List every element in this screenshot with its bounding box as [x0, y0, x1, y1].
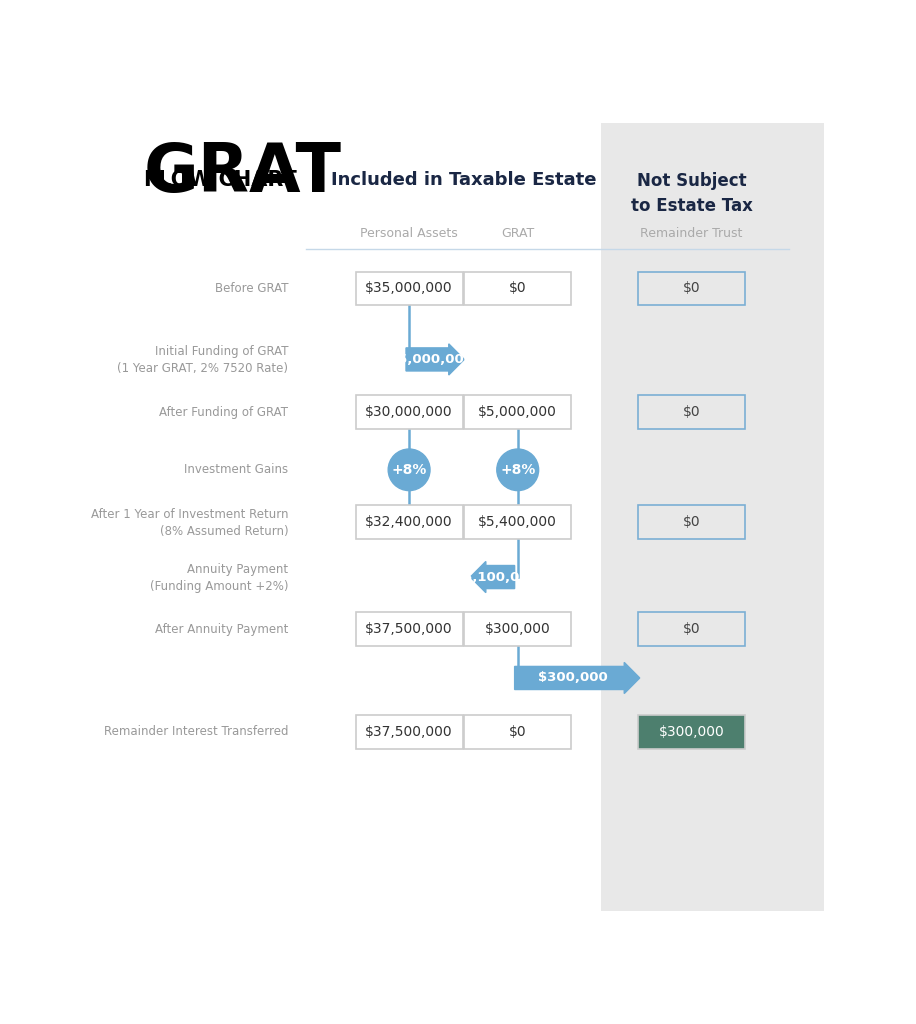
Text: $0: $0: [682, 623, 701, 636]
Bar: [638, 715, 745, 749]
Text: $30,000,000: $30,000,000: [365, 406, 453, 419]
Text: Personal Assets: Personal Assets: [360, 226, 458, 240]
FancyArrow shape: [470, 561, 515, 593]
Text: $300,000: $300,000: [659, 725, 725, 738]
Text: $37,500,000: $37,500,000: [365, 623, 453, 636]
Text: Annuity Payment: Annuity Payment: [187, 563, 289, 575]
Bar: [464, 715, 572, 749]
Bar: [114, 123, 601, 911]
Text: Investment Gains: Investment Gains: [184, 463, 289, 476]
Text: After Annuity Payment: After Annuity Payment: [155, 623, 289, 636]
Bar: [464, 612, 572, 646]
Text: Included in Taxable Estate: Included in Taxable Estate: [331, 171, 596, 189]
FancyArrow shape: [515, 663, 639, 693]
Text: $5,000,000: $5,000,000: [389, 353, 474, 366]
Text: Remainder Interest Transferred: Remainder Interest Transferred: [104, 725, 289, 738]
Bar: [638, 395, 745, 429]
Bar: [355, 715, 463, 749]
Bar: [464, 505, 572, 539]
Bar: [638, 271, 745, 305]
Text: After 1 Year of Investment Return: After 1 Year of Investment Return: [91, 508, 289, 520]
Bar: [464, 395, 572, 429]
Bar: [638, 505, 745, 539]
Bar: [355, 612, 463, 646]
Bar: [355, 505, 463, 539]
Text: $0: $0: [509, 282, 527, 296]
Text: GRAT: GRAT: [501, 226, 534, 240]
Text: $300,000: $300,000: [539, 672, 608, 684]
Text: $5,100,000: $5,100,000: [454, 570, 539, 584]
Text: $5,400,000: $5,400,000: [478, 515, 557, 528]
Text: $0: $0: [682, 282, 701, 296]
Text: $5,000,000: $5,000,000: [478, 406, 557, 419]
Text: $0: $0: [682, 406, 701, 419]
Text: After Funding of GRAT: After Funding of GRAT: [159, 406, 289, 419]
Text: GRAT: GRAT: [144, 140, 342, 206]
Text: (Funding Amount +2%): (Funding Amount +2%): [150, 580, 289, 593]
Bar: [601, 123, 824, 911]
Text: Not Subject
to Estate Tax: Not Subject to Estate Tax: [631, 172, 753, 215]
Text: Remainder Trust: Remainder Trust: [640, 226, 743, 240]
Text: FLOW CHART: FLOW CHART: [144, 170, 297, 190]
FancyArrow shape: [406, 344, 464, 375]
Text: $37,500,000: $37,500,000: [365, 725, 453, 738]
Text: +8%: +8%: [391, 463, 427, 477]
Bar: [355, 395, 463, 429]
Circle shape: [496, 449, 539, 490]
Text: $32,400,000: $32,400,000: [365, 515, 453, 528]
Text: +8%: +8%: [500, 463, 536, 477]
Text: (8% Assumed Return): (8% Assumed Return): [159, 524, 289, 538]
Text: $0: $0: [682, 515, 701, 528]
Text: $300,000: $300,000: [485, 623, 551, 636]
Circle shape: [388, 449, 430, 490]
Text: Before GRAT: Before GRAT: [215, 282, 289, 295]
Bar: [638, 612, 745, 646]
Bar: [355, 271, 463, 305]
Bar: [464, 271, 572, 305]
Text: $35,000,000: $35,000,000: [365, 282, 453, 296]
Text: Initial Funding of GRAT: Initial Funding of GRAT: [155, 345, 289, 358]
Text: $0: $0: [509, 725, 527, 738]
Text: (1 Year GRAT, 2% 7520 Rate): (1 Year GRAT, 2% 7520 Rate): [117, 362, 289, 375]
